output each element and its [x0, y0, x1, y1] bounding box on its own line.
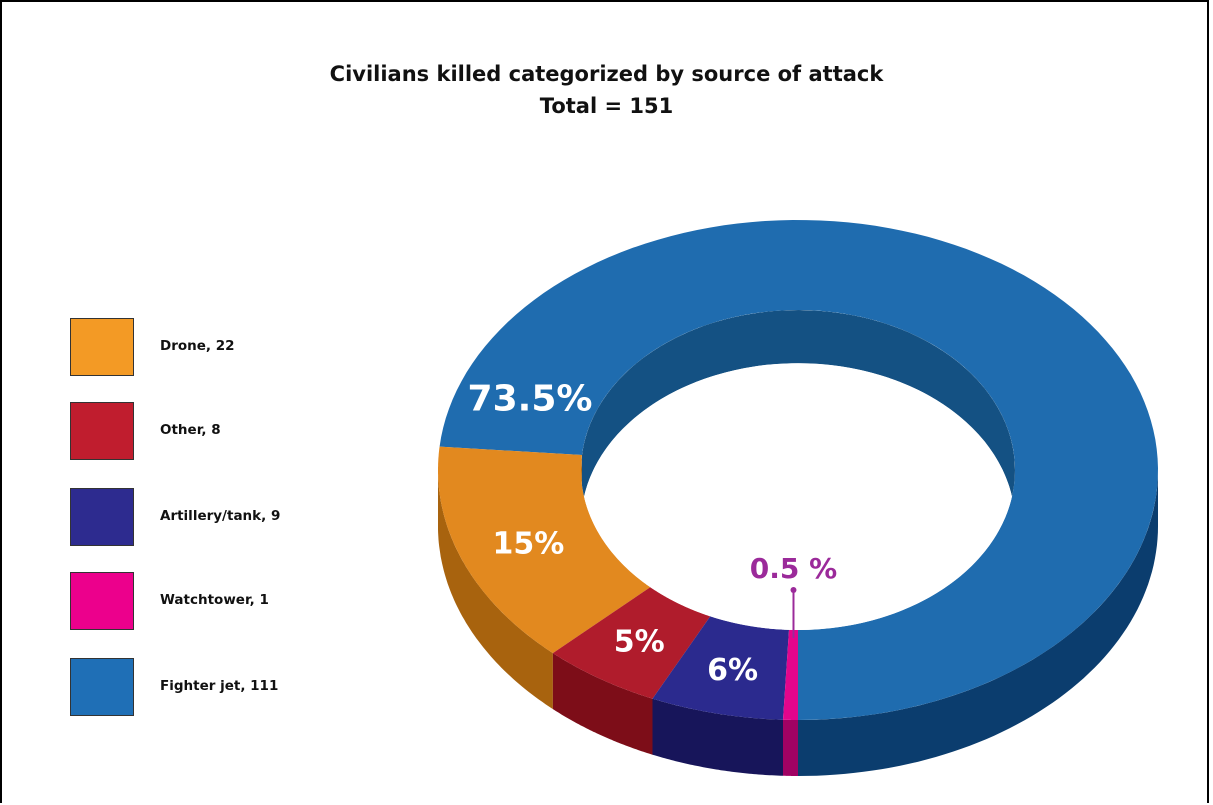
slice-fighter-jet	[439, 220, 1159, 720]
legend-label-other: Other, 8	[160, 422, 221, 438]
side-wall-other	[552, 653, 653, 755]
donut-top-layer	[438, 220, 1159, 720]
legend-swatch-artillery	[70, 488, 134, 546]
donut-side-layer	[438, 470, 1158, 776]
slice-label-other: 5%	[614, 625, 665, 660]
chart-subtitle: Total = 151	[539, 94, 674, 118]
chart-title: Civilians killed categorized by source o…	[329, 62, 884, 86]
legend-label-watchtower: Watchtower, 1	[160, 592, 269, 608]
side-wall-drone	[438, 470, 553, 710]
legend-item-fighter-jet: Fighter jet, 111	[70, 658, 330, 718]
slice-other	[552, 587, 711, 699]
chart-title-block: Civilians killed categorized by source o…	[0, 58, 1213, 122]
legend-swatch-drone	[70, 318, 134, 376]
inner-wall-fighter-jet	[582, 310, 1015, 524]
slice-artillery-tank	[652, 616, 789, 720]
slice-label-drone: 15%	[493, 527, 565, 562]
legend-item-watchtower: Watchtower, 1	[70, 572, 330, 632]
side-wall-watchtower	[783, 719, 798, 776]
legend-swatch-watchtower	[70, 572, 134, 630]
donut-hole	[581, 363, 1015, 630]
side-wall-artillery-tank	[652, 698, 783, 776]
legend-label-fighter-jet: Fighter jet, 111	[160, 678, 279, 694]
legend-swatch-other	[70, 402, 134, 460]
legend-item-other: Other, 8	[70, 402, 330, 462]
legend-item-artillery: Artillery/tank, 9	[70, 488, 330, 548]
slice-watchtower	[783, 629, 798, 720]
slice-label-fighter-jet: 73.5%	[468, 379, 593, 420]
slice-label-watchtower: 0.5 %	[750, 552, 837, 585]
legend-label-drone: Drone, 22	[160, 338, 235, 354]
side-wall-fighter-jet	[798, 470, 1158, 776]
watchtower-callout-dot	[790, 586, 797, 593]
slice-label-artillery-tank: 6%	[707, 653, 758, 688]
legend-label-artillery: Artillery/tank, 9	[160, 508, 281, 524]
donut-labels-layer: 73.5% 15% 5% 6% 0.5 %	[468, 379, 838, 689]
legend-swatch-fighter-jet	[70, 658, 134, 716]
slice-drone	[438, 446, 651, 654]
legend-item-drone: Drone, 22	[70, 318, 330, 378]
